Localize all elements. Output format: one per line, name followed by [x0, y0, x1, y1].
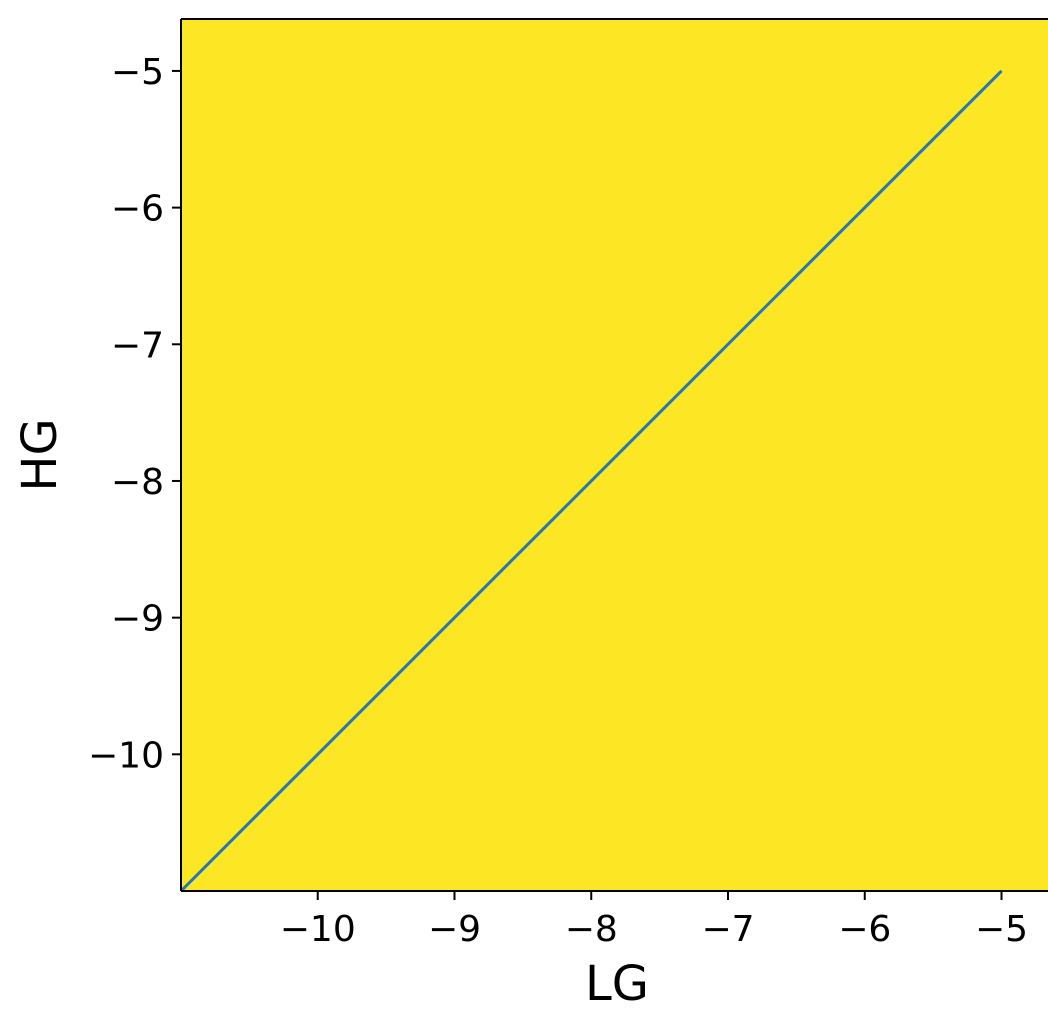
y-ticks: −10 −9 −8 −7 −6 −5: [88, 52, 181, 776]
x-tick-label: −6: [838, 909, 891, 950]
x-ticks: −10 −9 −8 −7 −6 −5: [280, 891, 1028, 950]
x-axis-label: LG: [585, 956, 649, 1012]
x-tick-label: −10: [280, 909, 356, 950]
y-tick-label: −5: [111, 52, 164, 93]
y-tick-label: −9: [111, 599, 164, 640]
y-axis-label: HG: [12, 418, 68, 491]
y-tick-label: −10: [88, 735, 164, 776]
y-tick-label: −6: [111, 189, 164, 230]
x-tick-label: −7: [701, 909, 754, 950]
y-tick-label: −7: [111, 325, 164, 366]
x-tick-label: −5: [975, 909, 1028, 950]
x-tick-label: −9: [428, 909, 481, 950]
x-tick-label: −8: [565, 909, 618, 950]
y-tick-label: −8: [111, 462, 164, 503]
